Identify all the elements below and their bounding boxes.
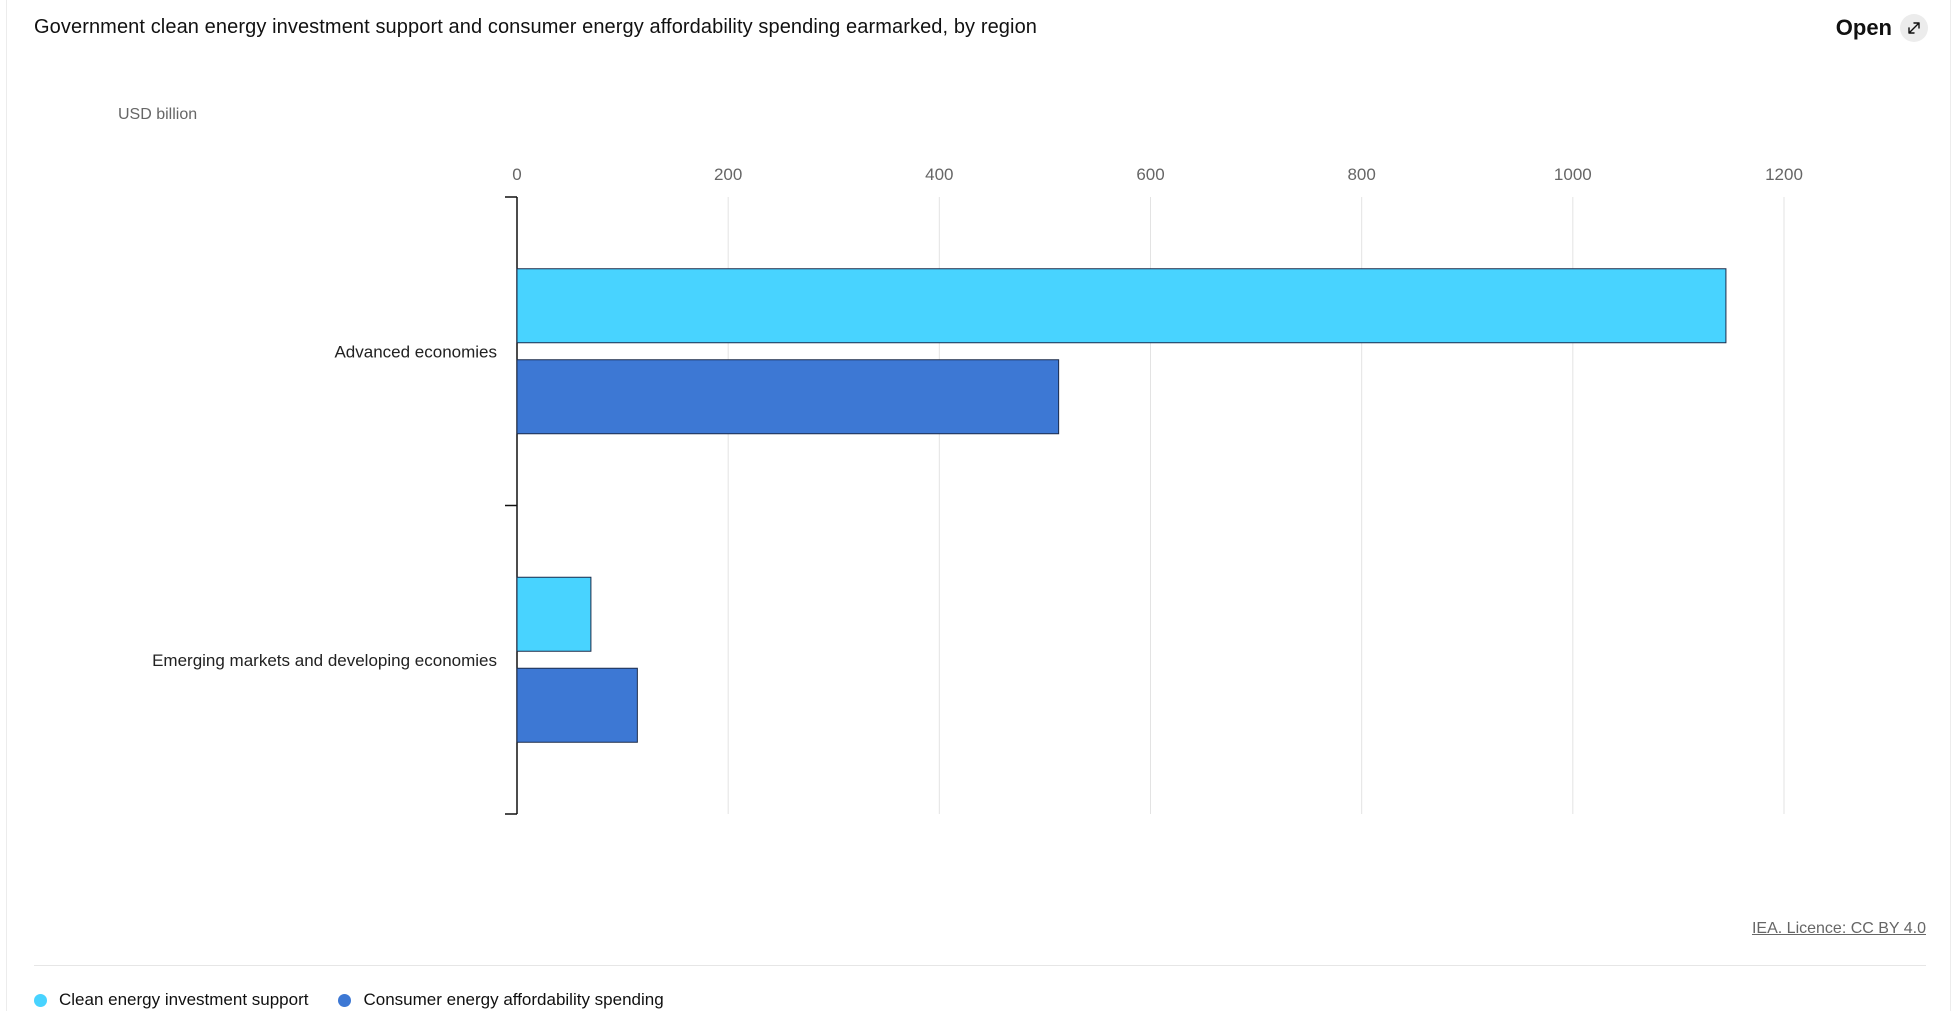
- legend: Clean energy investment support Consumer…: [34, 990, 664, 1010]
- legend-item-clean[interactable]: Clean energy investment support: [34, 990, 308, 1010]
- legend-dot-consumer: [338, 993, 352, 1007]
- expand-icon: [1900, 14, 1928, 42]
- open-button[interactable]: Open: [1836, 14, 1928, 42]
- legend-label-consumer: Consumer energy affordability spending: [363, 990, 664, 1009]
- category-label-0: Advanced economies: [334, 342, 497, 361]
- x-tick-label-400: 400: [925, 165, 953, 184]
- x-tick-label-600: 600: [1136, 165, 1164, 184]
- bar-consumer-0: [516, 359, 1060, 435]
- chart-title: Government clean energy investment suppo…: [34, 16, 1038, 38]
- legend-divider: [34, 965, 1926, 966]
- x-tick-label-200: 200: [714, 165, 742, 184]
- bar-clean-0: [516, 268, 1727, 344]
- unit-label: USD billion: [118, 106, 198, 123]
- category-label-1: Emerging markets and developing economie…: [152, 651, 497, 670]
- bar-chart: 0 200 400 600 800 1000 1200 Advanced economies E…: [152, 165, 1803, 815]
- bar-consumer-1: [516, 667, 638, 743]
- licence-link[interactable]: IEA. Licence: CC BY 4.0: [1751, 920, 1926, 937]
- bar-clean-1: [516, 576, 592, 652]
- legend-dot-clean: [34, 993, 47, 1007]
- open-label: Open: [1835, 15, 1892, 40]
- x-tick-label-1200: 1200: [1765, 165, 1803, 184]
- x-tick-label-0: 0: [512, 165, 521, 184]
- legend-label-clean: Clean energy investment support: [59, 990, 309, 1009]
- x-tick-label-1000: 1000: [1554, 165, 1592, 184]
- legend-item-consumer[interactable]: Consumer energy affordability spending: [338, 990, 664, 1010]
- x-tick-label-800: 800: [1347, 165, 1375, 184]
- chart-card: [6, 0, 1951, 1011]
